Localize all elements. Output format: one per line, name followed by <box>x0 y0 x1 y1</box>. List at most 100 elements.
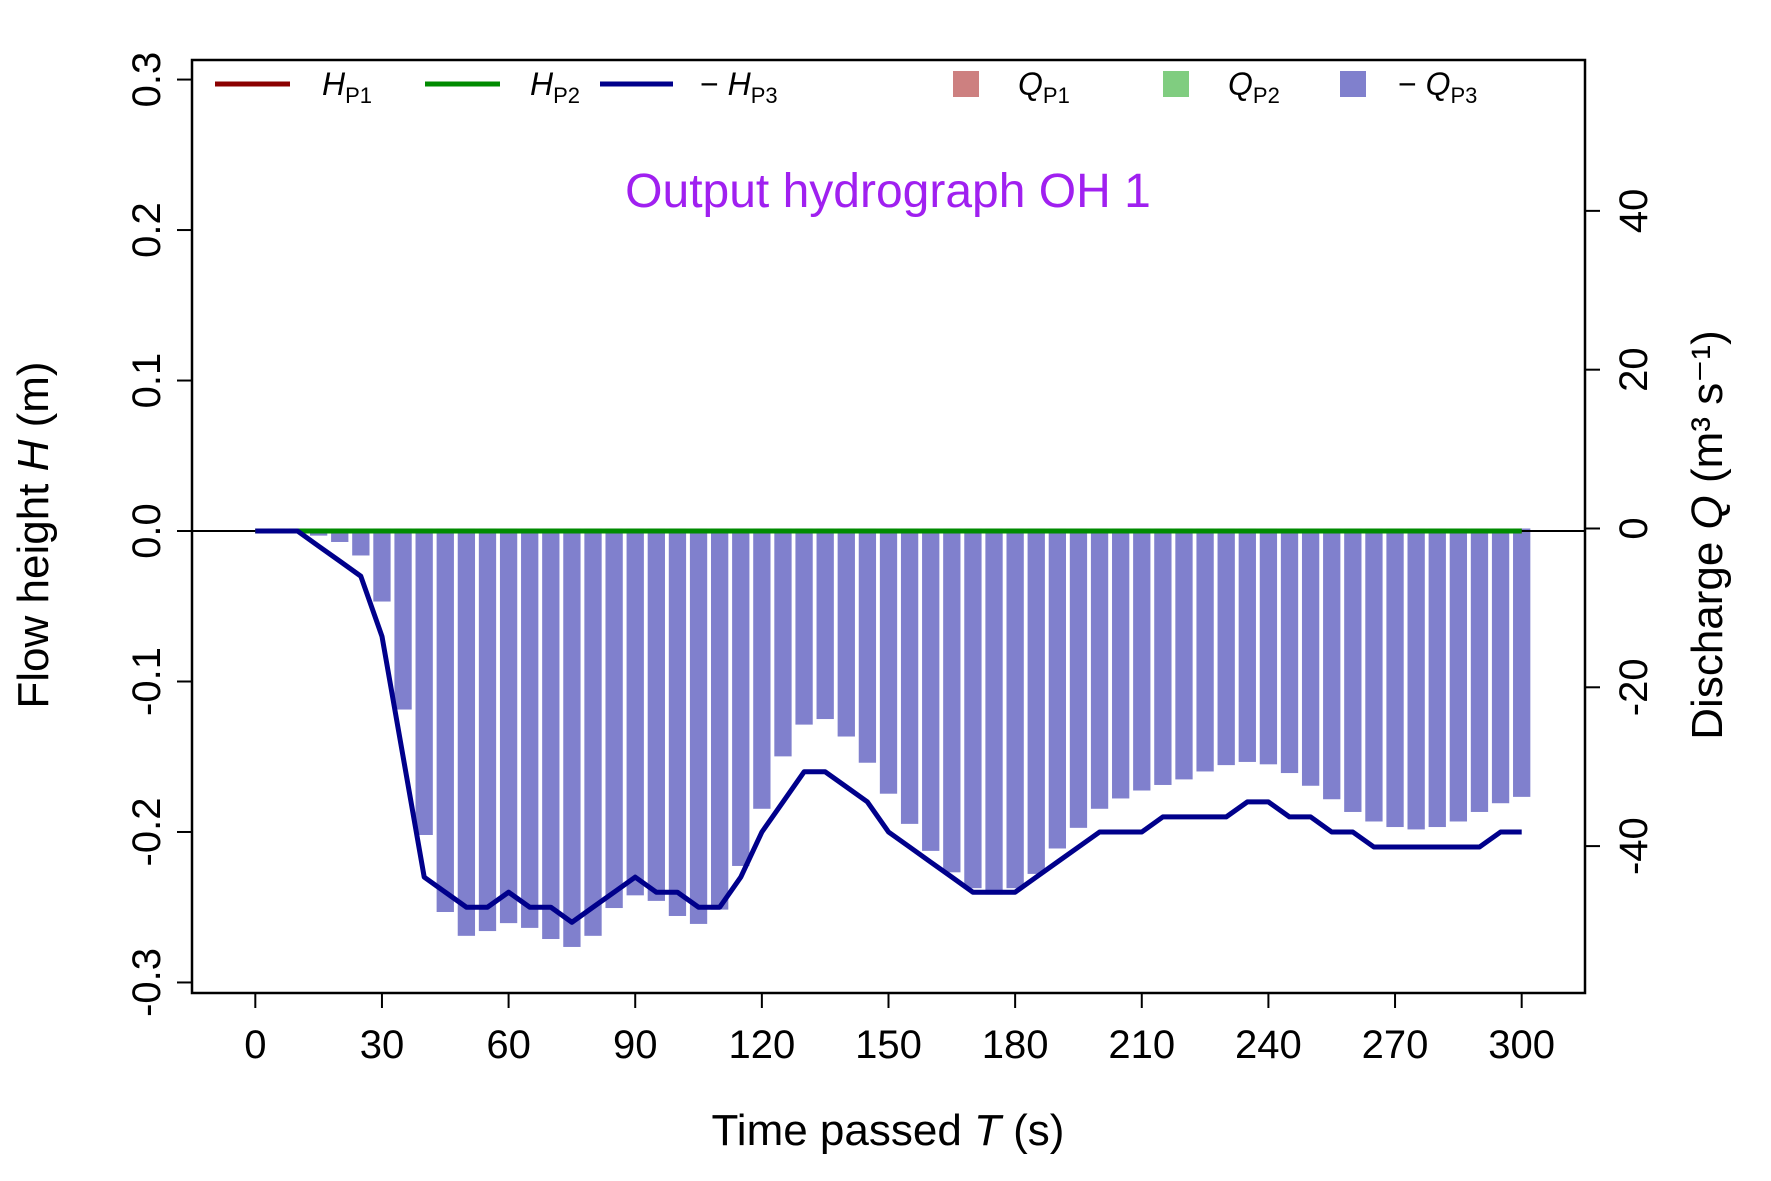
x-tick-label: 30 <box>360 1023 405 1067</box>
bar-q-p3 <box>373 528 391 602</box>
bar-q-p3 <box>1259 528 1278 765</box>
y-left-tick-label: 0.1 <box>125 353 169 409</box>
bar-q-p3 <box>1386 528 1404 828</box>
bar-q-p3 <box>1491 528 1510 804</box>
bar-q-p3 <box>668 528 687 916</box>
x-axis-title: Time passed T (s) <box>712 1106 1065 1155</box>
bar-q-p3 <box>478 528 497 932</box>
bar-q-p3 <box>1428 528 1446 828</box>
legend: HP1 HP2 − HP3 QP1 QP2 − QP3 <box>215 66 1477 108</box>
legend-label-q-p1: QP1 <box>1018 66 1070 108</box>
y-axis-left-title: Flow height H (m) <box>9 361 58 708</box>
y-axis-right-title: Discharge Q (m³ s⁻¹) <box>1683 330 1732 739</box>
bar-q-p3 <box>1006 528 1024 889</box>
bar-q-p3 <box>584 528 602 936</box>
x-axis: 0 30 60 90 120 150 180 210 240 270 300 <box>244 992 1555 1067</box>
bar-q-p3 <box>457 528 476 936</box>
bar-q-p3 <box>710 528 729 910</box>
x-tick-label: 270 <box>1362 1023 1429 1067</box>
bar-q-p3 <box>1090 528 1109 809</box>
legend-label-h-p3: − HP3 <box>700 66 778 108</box>
bar-q-p3 <box>1112 528 1130 799</box>
x-tick-label: 240 <box>1235 1023 1302 1067</box>
y-left-tick-label: -0.3 <box>125 948 169 1017</box>
x-tick-label: 120 <box>728 1023 795 1067</box>
x-tick-label: 180 <box>982 1023 1049 1067</box>
bar-q-p3 <box>795 528 813 725</box>
x-tick-label: 0 <box>244 1023 266 1067</box>
bar-q-p3 <box>1027 528 1045 874</box>
chart-title: Output hydrograph OH 1 <box>625 165 1151 218</box>
y-axis-left: 0.3 0.2 0.1 0.0 -0.1 -0.2 -0.3 <box>125 52 192 1017</box>
bar-q-p3 <box>1069 528 1088 828</box>
y-left-tick-label: -0.2 <box>125 798 169 867</box>
y-left-tick-label: 0.2 <box>125 202 169 258</box>
bar-q-p3 <box>626 528 644 896</box>
bar-q-p3 <box>415 528 433 835</box>
y-axis-right: 40 20 0 -20 -40 <box>1585 189 1656 875</box>
bar-q-p3 <box>732 528 750 866</box>
bar-q-p3 <box>605 528 623 909</box>
bar-q-p3 <box>1470 528 1489 812</box>
bar-q-p3 <box>1133 528 1151 791</box>
bar-q-p3 <box>1238 528 1256 762</box>
legend-label-h-p1: HP1 <box>322 66 372 108</box>
y-right-tick-label: 40 <box>1612 189 1656 234</box>
bar-q-p3 <box>1323 528 1341 800</box>
bar-q-p3 <box>985 528 1003 895</box>
bar-q-p3 <box>943 528 961 873</box>
bar-q-p3 <box>816 528 834 720</box>
legend-label-q-p2: QP2 <box>1228 66 1280 108</box>
bar-q-p3 <box>647 528 665 901</box>
bar-q-p3 <box>1365 528 1383 822</box>
bar-q-p3 <box>521 528 539 928</box>
bar-q-p3 <box>900 528 919 824</box>
legend-box-q-p1 <box>953 71 979 97</box>
x-tick-label: 150 <box>855 1023 922 1067</box>
y-right-tick-label: -20 <box>1612 658 1656 716</box>
bar-q-p3 <box>753 528 771 809</box>
legend-label-q-p3: − QP3 <box>1398 66 1477 108</box>
bar-q-p3 <box>1048 528 1067 849</box>
legend-label-h-p2: HP2 <box>530 66 580 108</box>
bar-q-p3 <box>1217 528 1235 766</box>
bar-q-p3 <box>1513 528 1531 797</box>
bar-q-p3 <box>542 528 560 940</box>
legend-box-q-p2 <box>1163 71 1189 97</box>
y-left-tick-label: 0.3 <box>125 52 169 108</box>
flow-height-lines <box>255 528 1522 925</box>
line-neg-h-p3 <box>255 528 1522 925</box>
discharge-bars-q-p3 <box>267 528 1531 947</box>
bar-q-p3 <box>837 528 855 737</box>
bar-q-p3 <box>1154 528 1172 785</box>
x-tick-label: 210 <box>1108 1023 1175 1067</box>
bar-q-p3 <box>1301 528 1320 786</box>
y-right-tick-label: 20 <box>1612 347 1656 392</box>
bar-q-p3 <box>352 528 370 556</box>
x-tick-label: 300 <box>1488 1023 1555 1067</box>
x-tick-label: 90 <box>613 1023 658 1067</box>
bar-q-p3 <box>1280 528 1299 774</box>
y-right-tick-label: 0 <box>1612 517 1656 539</box>
y-left-tick-label: 0.0 <box>125 503 169 559</box>
bar-q-p3 <box>1196 528 1214 772</box>
bar-q-p3 <box>1344 528 1362 812</box>
y-left-tick-label: -0.1 <box>125 647 169 716</box>
bar-q-p3 <box>858 528 877 763</box>
y-right-tick-label: -40 <box>1612 817 1656 875</box>
bar-q-p3 <box>689 528 708 924</box>
bar-q-p3 <box>394 528 412 710</box>
bar-q-p3 <box>563 528 581 947</box>
bar-q-p3 <box>922 528 940 851</box>
bar-q-p3 <box>964 528 982 889</box>
x-tick-label: 60 <box>486 1023 531 1067</box>
bar-q-p3 <box>499 528 518 924</box>
bar-q-p3 <box>1407 528 1425 830</box>
bar-q-p3 <box>879 528 898 794</box>
bar-q-p3 <box>436 528 454 913</box>
bar-q-p3 <box>1175 528 1193 780</box>
legend-box-q-p3 <box>1340 71 1366 97</box>
bar-q-p3 <box>1449 528 1468 822</box>
bar-q-p3 <box>774 528 792 757</box>
